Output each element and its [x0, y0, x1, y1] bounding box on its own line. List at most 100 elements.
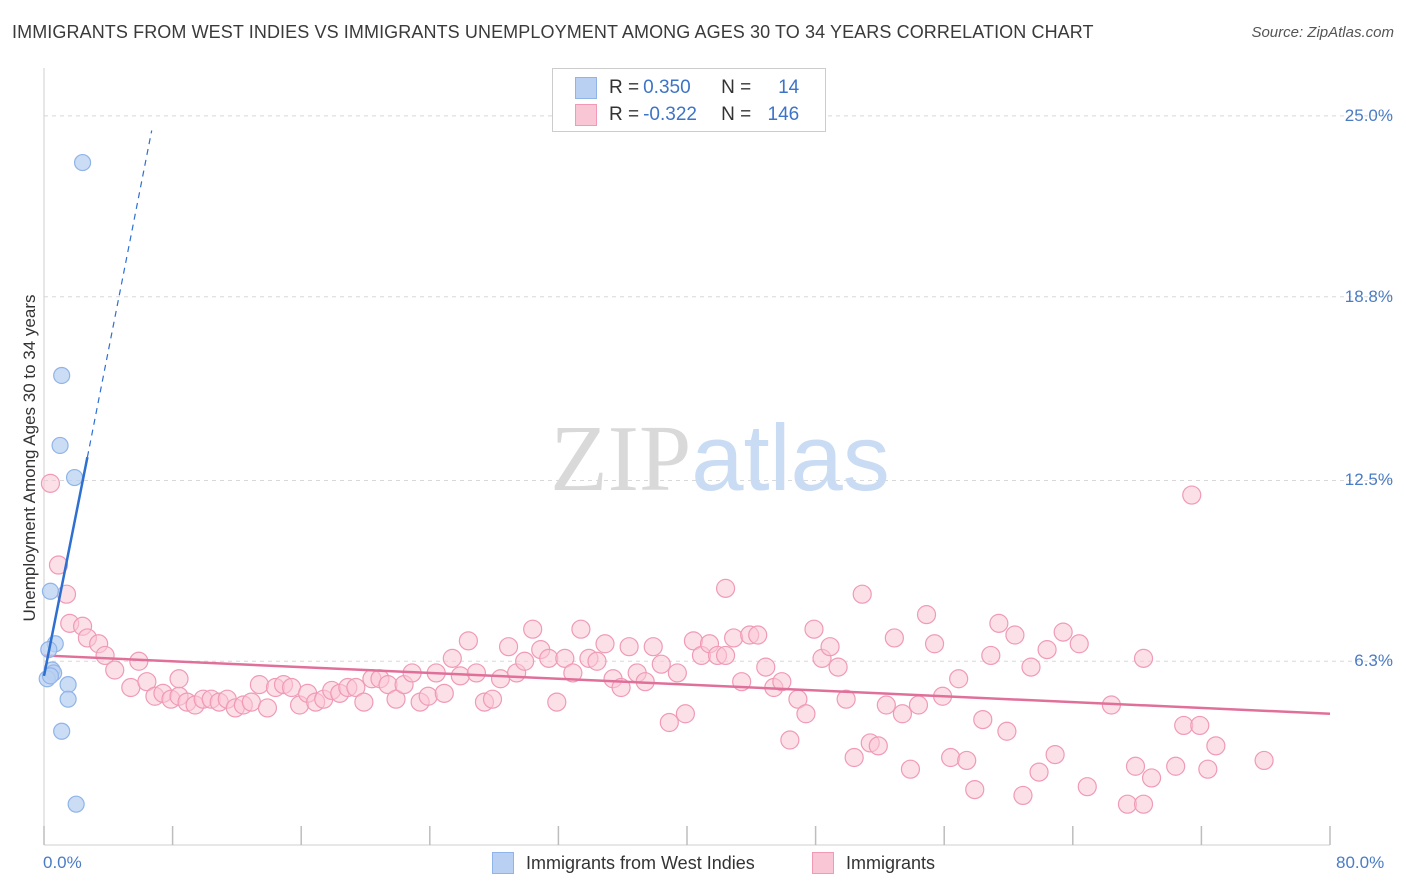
data-point-immigrants [48, 555, 69, 575]
data-point-immigrants [852, 584, 872, 604]
data-point-immigrants [1166, 756, 1186, 776]
data-point-immigrants [281, 677, 302, 698]
data-point-immigrants [828, 657, 848, 677]
data-point-immigrants [105, 660, 125, 680]
data-point-immigrants [1077, 777, 1097, 797]
data-point-immigrants [820, 637, 840, 657]
data-point-immigrants [458, 631, 478, 651]
data-point-west-indies [67, 795, 85, 813]
data-point-immigrants [675, 704, 695, 724]
data-point-immigrants [643, 637, 663, 657]
data-point-immigrants [137, 672, 157, 692]
stats-swatch-west-indies [575, 77, 597, 99]
data-point-immigrants [498, 637, 519, 657]
data-point-immigrants [989, 613, 1009, 633]
data-point-immigrants [796, 704, 816, 724]
data-point-immigrants [1190, 715, 1210, 736]
stats-n-value: 146 [767, 104, 800, 125]
data-point-immigrants [418, 686, 438, 706]
data-point-immigrants [949, 669, 969, 689]
data-point-west-indies [53, 722, 71, 740]
data-point-immigrants [756, 657, 776, 677]
legend-swatch-west-indies [492, 852, 514, 874]
data-point-immigrants [892, 704, 913, 724]
data-point-immigrants [908, 695, 929, 715]
data-point-west-indies [59, 690, 77, 708]
stats-r-value: -0.322 [643, 104, 697, 125]
data-point-immigrants [1182, 485, 1202, 505]
data-point-immigrants [1029, 762, 1049, 782]
data-point-immigrants [804, 619, 824, 639]
stats-legend-box: R = 0.350 N = 14 R = -0.322 N = 146 [552, 68, 826, 132]
data-point-immigrants [973, 709, 993, 730]
data-point-immigrants [523, 619, 543, 639]
data-point-immigrants [876, 695, 896, 715]
data-point-immigrants [346, 677, 366, 698]
data-point-immigrants [659, 712, 679, 733]
legend-label-immigrants: Immigrants [846, 852, 936, 873]
data-point-immigrants [981, 645, 1001, 666]
data-point-immigrants [651, 654, 671, 674]
data-point-immigrants [482, 689, 503, 709]
data-point-immigrants [169, 669, 189, 689]
data-point-immigrants [900, 759, 921, 779]
trend-line-west-indies [42, 456, 89, 677]
data-point-immigrants [941, 747, 961, 768]
stats-row-west-indies: R = 0.350 N = 14 [575, 77, 799, 99]
data-point-immigrants [619, 637, 639, 657]
legend-item-immigrants: Immigrants [812, 852, 935, 874]
data-point-immigrants [1198, 759, 1218, 779]
data-point-immigrants [924, 634, 945, 654]
data-point-west-indies [41, 667, 60, 685]
stats-n-label: N = [721, 104, 752, 125]
data-point-immigrants [95, 645, 115, 666]
data-point-immigrants [965, 779, 985, 800]
data-point-west-indies [51, 436, 69, 455]
data-point-west-indies [65, 468, 84, 487]
stats-row-immigrants: R = -0.322 N = 146 [575, 104, 799, 126]
data-point-immigrants [571, 619, 591, 639]
legend-item-west-indies: Immigrants from West Indies [492, 852, 755, 874]
data-point-immigrants [748, 625, 768, 645]
data-point-immigrants [916, 605, 937, 625]
data-point-west-indies [53, 366, 71, 385]
data-point-immigrants [40, 473, 61, 493]
stats-n-value: 14 [778, 77, 800, 98]
data-point-immigrants [1045, 744, 1065, 765]
data-point-immigrants [715, 578, 736, 598]
stats-n-label: N = [721, 77, 752, 98]
data-point-immigrants [1174, 715, 1194, 736]
data-point-immigrants [466, 663, 487, 683]
x-tick-label-min: 0.0% [43, 853, 82, 872]
data-point-immigrants [997, 721, 1017, 741]
data-point-immigrants [249, 675, 270, 695]
legend-swatch-immigrants [812, 852, 834, 874]
data-point-immigrants [121, 677, 141, 698]
data-point-immigrants [957, 750, 977, 771]
data-point-immigrants [667, 663, 687, 683]
data-point-immigrants [1141, 768, 1162, 788]
series-west-indies-trend [42, 130, 153, 677]
data-point-immigrants [386, 689, 406, 709]
y-tick-label: 6.3% [1354, 651, 1393, 671]
data-point-immigrants [1117, 794, 1138, 814]
data-point-immigrants [563, 663, 583, 683]
data-point-immigrants [515, 651, 535, 671]
y-tick-label: 12.5% [1344, 470, 1393, 490]
y-tick-label: 18.8% [1344, 286, 1393, 306]
series-immigrants-points [40, 473, 1274, 814]
stats-r-value: 0.350 [643, 77, 691, 98]
trend-line-west-indies-extension [86, 130, 153, 458]
data-point-immigrants [1254, 750, 1274, 771]
data-point-immigrants [1053, 622, 1073, 642]
data-point-immigrants [724, 628, 744, 648]
data-point-immigrants [490, 669, 511, 689]
data-point-immigrants [772, 672, 792, 692]
data-point-immigrants [354, 692, 374, 712]
data-point-immigrants [715, 645, 736, 666]
data-point-immigrants [1037, 640, 1057, 660]
legend-label-west-indies: Immigrants from West Indies [526, 852, 755, 873]
stats-r-label: R = [609, 77, 640, 98]
data-point-immigrants [241, 692, 261, 712]
